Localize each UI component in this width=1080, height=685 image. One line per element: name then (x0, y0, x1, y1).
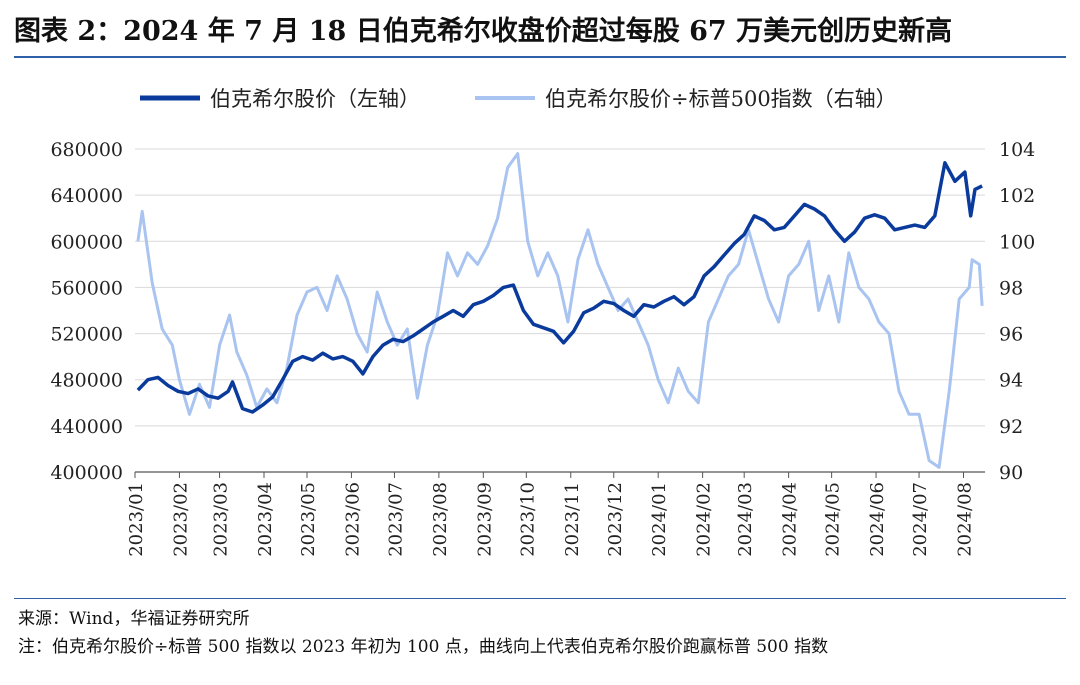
x-tick-label: 2023/03 (211, 482, 232, 557)
x-tick-label: 2023/01 (126, 482, 147, 557)
y-left-tick-label: 520000 (50, 324, 123, 346)
x-tick-label: 2023/12 (605, 482, 626, 557)
y-right-tick-label: 94 (999, 370, 1023, 392)
source-divider (14, 598, 1066, 599)
source-text: 来源：Wind，华福证券研究所 (18, 609, 250, 629)
x-tick-label: 2024/02 (694, 482, 715, 557)
x-tick-label: 2024/05 (823, 482, 844, 557)
x-tick-label: 2024/06 (867, 482, 888, 557)
y-right-tick-label: 98 (999, 277, 1023, 299)
x-tick-label: 2023/05 (298, 482, 319, 557)
y-left-tick-label: 640000 (50, 185, 123, 207)
x-tick-label: 2024/01 (649, 482, 670, 557)
x-tick-label: 2023/02 (170, 482, 191, 557)
note-text: 注：伯克希尔股价÷标普 500 指数以 2023 年初为 100 点，曲线向上代… (18, 637, 829, 657)
y-left-tick-label: 440000 (50, 416, 123, 438)
y-right-tick-label: 102 (999, 185, 1035, 207)
x-tick-label: 2024/07 (910, 482, 931, 557)
x-tick-label: 2023/11 (562, 482, 583, 557)
chart-series (136, 152, 984, 469)
x-tick-label: 2023/09 (474, 482, 495, 557)
line-chart: 伯克希尔股价（左轴） 伯克希尔股价÷标普500指数（右轴） 400000 44000… (50, 87, 1035, 557)
page-title: 图表 2：2024 年 7 月 18 日伯克希尔收盘价超过每股 67 万美元创历… (14, 8, 1066, 58)
series-line-price (136, 161, 983, 414)
chart-legend: 伯克希尔股价（左轴） 伯克希尔股价÷标普500指数（右轴） (140, 87, 897, 111)
series-line-ratio (136, 152, 984, 469)
x-tick-label: 2023/06 (342, 482, 363, 557)
y-left-tick-label: 400000 (50, 462, 123, 484)
x-tick-label: 2024/08 (954, 482, 975, 557)
y-right-tick-label: 90 (999, 462, 1023, 484)
legend-label: 伯克希尔股价÷标普500指数（右轴） (545, 87, 897, 111)
x-tick-label: 2024/03 (735, 482, 756, 557)
y-right-tick-label: 96 (999, 324, 1023, 346)
chart-axes: 400000 440000 480000 520000 560000 600000 6400… (50, 139, 1035, 557)
y-left-tick-label: 680000 (50, 139, 123, 161)
x-tick-label: 2023/07 (385, 482, 406, 557)
y-left-tick-label: 560000 (50, 277, 123, 299)
legend-label: 伯克希尔股价（左轴） (210, 87, 420, 111)
y-left-tick-label: 600000 (50, 231, 123, 253)
y-right-tick-label: 100 (999, 231, 1035, 253)
x-tick-label: 2023/08 (430, 482, 451, 557)
y-right-tick-label: 104 (999, 139, 1035, 161)
y-right-tick-label: 92 (999, 416, 1023, 438)
x-tick-label: 2024/04 (780, 482, 801, 557)
x-tick-label: 2023/04 (255, 482, 276, 557)
x-tick-label: 2023/10 (517, 482, 538, 557)
y-left-tick-label: 480000 (50, 370, 123, 392)
chart-grid (135, 148, 985, 473)
